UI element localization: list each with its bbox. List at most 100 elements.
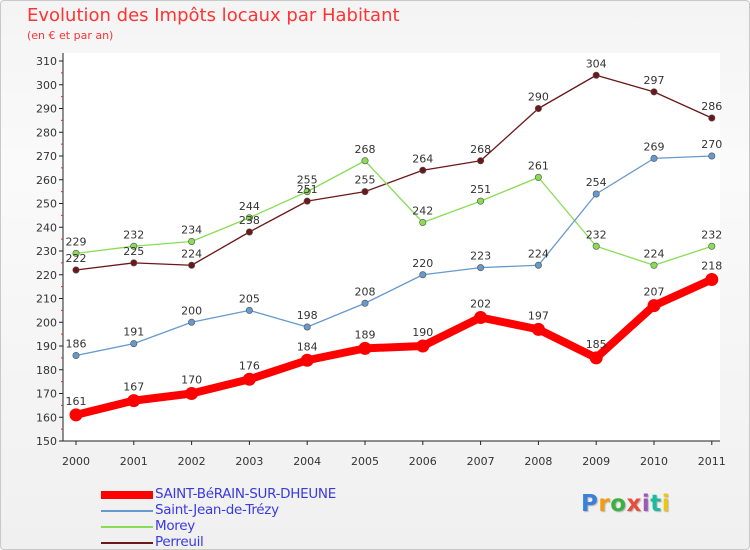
data-label: 232 [586, 228, 607, 241]
data-label: 244 [239, 200, 260, 213]
legend-label: Morey [155, 518, 195, 534]
data-point [303, 188, 311, 196]
data-label: 197 [528, 309, 549, 322]
data-label: 268 [355, 143, 376, 156]
data-label: 198 [297, 309, 318, 322]
data-label: 224 [528, 247, 549, 260]
data-label: 224 [644, 247, 665, 260]
x-tick-label: 2001 [120, 455, 148, 468]
logo-letter: o [610, 491, 627, 517]
data-point [650, 261, 658, 269]
data-point [650, 154, 658, 162]
data-label: 185 [586, 338, 607, 351]
data-point [419, 271, 427, 279]
data-point [242, 372, 256, 386]
series-line [75, 160, 713, 266]
data-label: 184 [297, 340, 318, 353]
data-point [361, 157, 369, 165]
y-tick-label: 180 [36, 364, 57, 377]
data-label: 232 [123, 228, 144, 241]
x-tick-label: 2002 [178, 455, 206, 468]
data-label: 225 [123, 245, 144, 258]
y-tick-label: 280 [36, 126, 57, 139]
y-tick-label: 160 [36, 411, 57, 424]
data-point [419, 166, 427, 174]
data-label: 297 [644, 74, 665, 87]
y-tick-label: 170 [36, 388, 57, 401]
x-tick-label: 2003 [235, 455, 263, 468]
series-line [72, 275, 716, 419]
data-label: 232 [701, 228, 722, 241]
data-label: 290 [528, 91, 549, 104]
data-label: 218 [701, 260, 722, 273]
data-label: 220 [412, 257, 433, 270]
data-point [534, 173, 542, 181]
chart-title: Evolution des Impôts locaux par Habitant [27, 5, 400, 26]
y-tick-label: 260 [36, 174, 57, 187]
data-point [650, 88, 658, 96]
data-point [245, 228, 253, 236]
proxiti-logo: Proxiti [581, 491, 670, 517]
logo-letter: i [641, 491, 651, 517]
data-point [708, 114, 716, 122]
data-label: 224 [181, 247, 202, 260]
y-tick-label: 250 [36, 198, 57, 211]
legend-swatch [101, 542, 153, 544]
y-tick-label: 200 [36, 316, 57, 329]
y-tick-label: 240 [36, 221, 57, 234]
data-label: 242 [412, 205, 433, 218]
y-tick-label: 300 [36, 79, 57, 92]
x-tick-label: 2000 [62, 455, 90, 468]
data-label: 229 [66, 235, 87, 248]
data-point [127, 394, 141, 408]
data-label: 264 [412, 152, 433, 165]
data-label: 234 [181, 224, 202, 237]
chart-subtitle: (en € et par an) [27, 29, 114, 42]
logo-letter: x [626, 491, 642, 517]
data-point [361, 299, 369, 307]
x-tick-label: 2011 [698, 455, 726, 468]
data-label: 170 [181, 374, 202, 387]
x-tick-label: 2004 [293, 455, 321, 468]
y-tick-label: 210 [36, 293, 57, 306]
data-point [303, 197, 311, 205]
data-point [708, 152, 716, 160]
data-label: 191 [123, 326, 144, 339]
data-label: 176 [239, 359, 260, 372]
legend-label: SAINT-BéRAIN-SUR-DHEUNE [155, 486, 336, 502]
data-label: 208 [355, 285, 376, 298]
x-tick-label: 2007 [467, 455, 495, 468]
data-point [474, 311, 488, 324]
data-point [534, 261, 542, 269]
data-point [592, 242, 600, 250]
data-point [477, 157, 485, 165]
data-point [130, 242, 138, 250]
legend-label: Saint-Jean-de-Trézy [155, 502, 279, 518]
data-point [477, 197, 485, 205]
data-label: 251 [470, 183, 491, 196]
data-point [534, 105, 542, 113]
data-label: 254 [586, 176, 607, 189]
data-point [419, 219, 427, 227]
data-point [69, 408, 83, 422]
data-label: 286 [701, 100, 722, 113]
data-point [361, 188, 369, 196]
data-point [589, 351, 603, 365]
data-label: 238 [239, 214, 260, 227]
y-tick-label: 230 [36, 245, 57, 258]
data-point [188, 318, 196, 326]
data-point [592, 190, 600, 198]
series-line [75, 155, 713, 357]
data-point [245, 214, 253, 222]
data-label: 167 [123, 381, 144, 394]
logo-letter: P [581, 491, 599, 517]
series-line [75, 74, 713, 271]
data-label: 268 [470, 143, 491, 156]
data-label: 161 [66, 395, 87, 408]
legend-swatch [101, 526, 153, 528]
data-label: 304 [586, 57, 607, 70]
data-point [358, 341, 372, 355]
data-label: 255 [297, 174, 318, 187]
